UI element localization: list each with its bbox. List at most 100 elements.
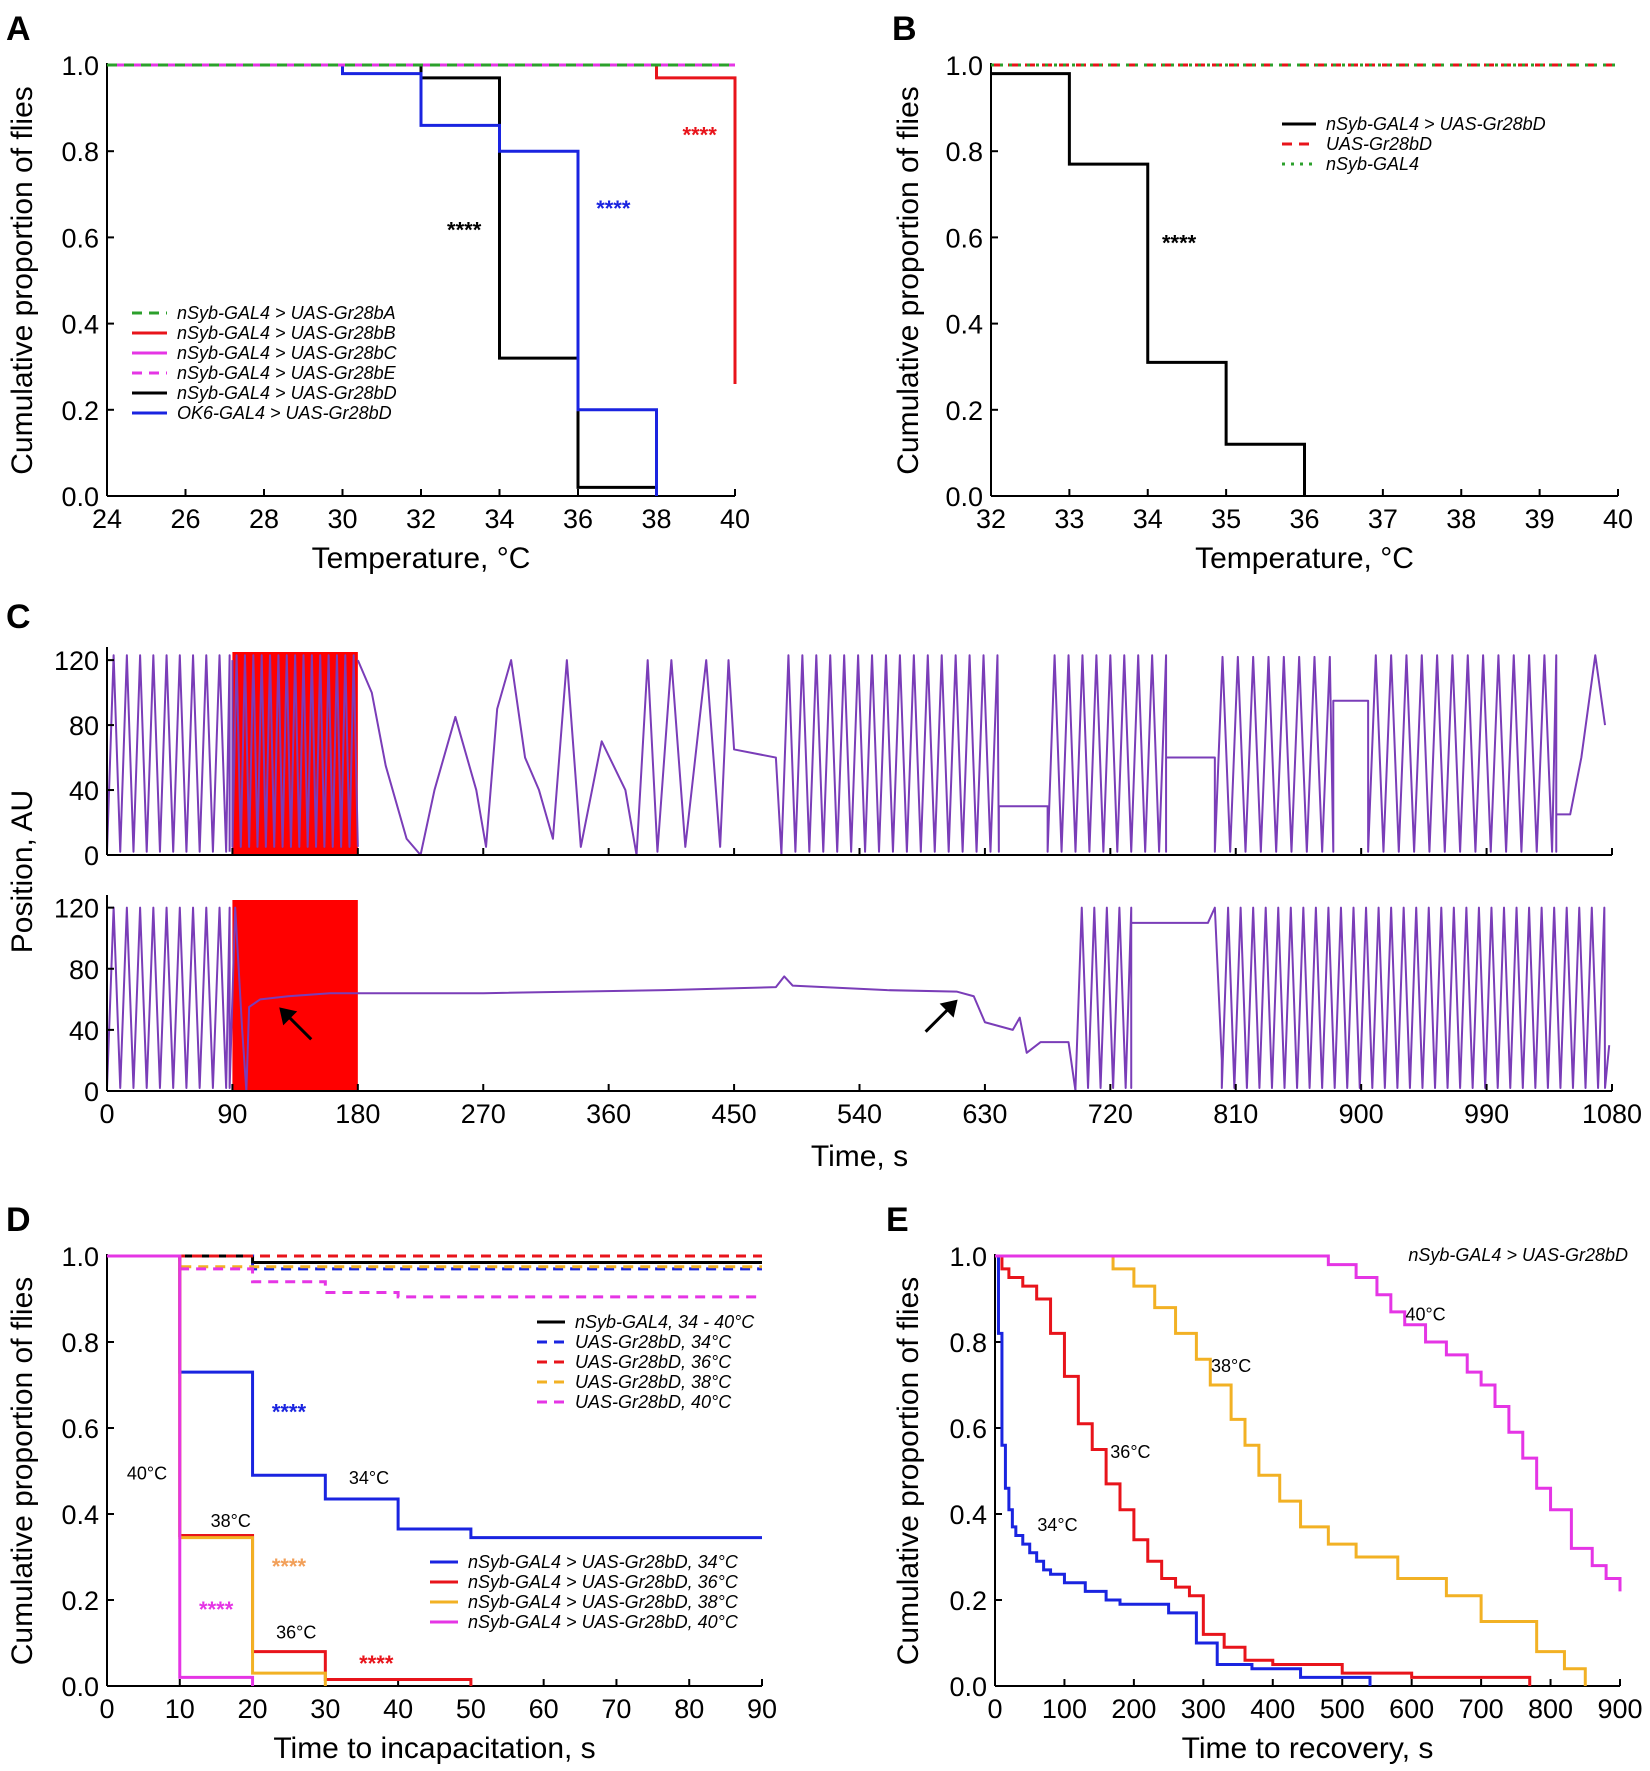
legend-entry: UAS-Gr28bD, 36°C [575,1352,732,1372]
legend-entry: UAS-Gr28bD [1326,134,1432,154]
series-line-2 [995,1254,1587,1686]
y-tick-label: 0.6 [949,1414,987,1444]
E-temperature-label-0: 34°C [1037,1515,1077,1535]
D-temperature-label-3: 36°C [276,1623,316,1643]
x-tick-label: 700 [1459,1694,1504,1724]
panel-C: 0 40 80 120 0 40 80 120 0 90 180 270 360 450 540 630 720… [6,598,1642,1173]
E-temperature-label-2: 38°C [1211,1356,1251,1376]
x-tick-label: 0 [99,1099,114,1129]
D-temperature-label-0: 40°C [127,1464,167,1484]
legend-entry: UAS-Gr28bD, 38°C [575,1372,732,1392]
arrow-head-1 [939,999,958,1018]
y-tick-label: 0.2 [61,396,99,426]
x-tick-label: 34 [1133,504,1163,534]
y-axis-label: Cumulative proportion of flies [6,86,39,475]
y-tick-label: 1.0 [949,1242,987,1272]
legend-entry: nSyb-GAL4 > UAS-Gr28bD, 36°C [468,1572,739,1592]
y-tick-label: 40 [69,776,99,806]
legend-entry: nSyb-GAL4 > UAS-Gr28bC [177,343,398,363]
B-significance-0: **** [1162,230,1197,255]
arrow-head-0 [279,1007,298,1026]
x-tick-label: 0 [99,1694,114,1724]
x-tick-label: 30 [310,1694,340,1724]
x-tick-label: 50 [456,1694,486,1724]
x-tick-label: 1080 [1582,1099,1642,1129]
A-significance-2: **** [683,123,718,148]
series-line-4 [107,1254,762,1299]
arrow-1 [924,1006,951,1033]
D-significance-7: **** [359,1651,394,1676]
y-tick-label: 0.0 [945,482,983,512]
x-tick-label: 30 [327,504,357,534]
y-tick-label: 0.8 [945,137,983,167]
series-line-0 [995,1254,1372,1686]
x-axis-label: Time to incapacitation, s [273,1732,595,1765]
y-tick-label: 0.2 [61,1586,99,1616]
legend-entry: UAS-Gr28bD, 40°C [575,1392,732,1412]
D-significance-5: **** [272,1554,307,1579]
y-tick-label: 0.0 [61,1672,99,1702]
x-tick-label: 900 [1597,1694,1642,1724]
x-tick-label: 38 [1446,504,1476,534]
A-significance-0: **** [447,217,482,242]
D-significance-6: **** [199,1597,234,1622]
y-tick-label: 0.4 [61,310,99,340]
legend-entry: nSyb-GAL4 > UAS-Gr28bD, 40°C [468,1612,739,1632]
x-axis-label: Time, s [811,1140,908,1173]
panel-label-C: C [6,598,31,636]
y-tick-label: 0.4 [945,310,983,340]
x-tick-label: 100 [1042,1694,1087,1724]
legend-entry: nSyb-GAL4 > UAS-Gr28bE [177,363,397,383]
chart-title: nSyb-GAL4 > UAS-Gr28bD [1408,1245,1628,1265]
x-axis-label: Temperature, °C [312,542,531,575]
x-tick-label: 40 [1603,504,1633,534]
y-tick-label: 1.0 [61,51,99,81]
y-tick-label: 0.4 [949,1500,987,1530]
y-axis-label: Cumulative proportion of flies [892,86,925,475]
x-tick-label: 90 [747,1694,777,1724]
y-tick-label: 40 [69,1016,99,1046]
x-tick-label: 90 [217,1099,247,1129]
position-trace-top [106,654,1607,856]
y-tick-label: 120 [54,894,99,924]
y-tick-label: 0.6 [945,223,983,253]
y-tick-label: 0 [84,841,99,871]
panel-E: 0 100 200 300 400 500 600 700 800 900 0.0 0.2 0.4 0.6… [886,1201,1643,1765]
x-tick-label: 24 [92,504,122,534]
x-tick-label: 900 [1339,1099,1384,1129]
y-tick-label: 0.2 [945,396,983,426]
panel-B: 32 33 34 35 36 37 38 39 40 0.0 0.2 0.4 0.6 0.8 1.0 Temp… [892,10,1633,575]
y-tick-label: 0.8 [949,1328,987,1358]
x-tick-label: 540 [837,1099,882,1129]
legend-entry: nSyb-GAL4 > UAS-Gr28bD, 34°C [468,1552,739,1572]
D-temperature-label-1: 38°C [211,1511,251,1531]
y-tick-label: 1.0 [945,51,983,81]
A-significance-1: **** [596,196,631,221]
x-tick-label: 20 [238,1694,268,1724]
legend-entry: nSyb-GAL4 > UAS-Gr28bB [177,323,396,343]
series-line-3 [995,1254,1622,1592]
x-tick-label: 500 [1320,1694,1365,1724]
y-tick-label: 0.6 [61,1414,99,1444]
x-tick-label: 28 [249,504,279,534]
series-line-4 [107,63,658,496]
E-temperature-label-3: 40°C [1405,1305,1445,1325]
panel-label-E: E [886,1201,909,1239]
y-tick-label: 0.2 [949,1586,987,1616]
y-tick-label: 0.4 [61,1500,99,1530]
x-tick-label: 450 [712,1099,757,1129]
y-tick-label: 80 [69,955,99,985]
y-axis-label: Cumulative proportion of flies [6,1277,39,1666]
legend-entry: UAS-Gr28bD, 34°C [575,1332,732,1352]
y-tick-label: 80 [69,711,99,741]
panel-label-A: A [6,10,31,48]
x-tick-label: 32 [976,504,1006,534]
x-tick-label: 36 [563,504,593,534]
D-temperature-label-2: 34°C [349,1468,389,1488]
y-tick-label: 1.0 [61,1242,99,1272]
x-tick-label: 990 [1464,1099,1509,1129]
E-temperature-label-1: 36°C [1110,1442,1150,1462]
y-tick-label: 0.0 [949,1672,987,1702]
x-tick-label: 40 [720,504,750,534]
